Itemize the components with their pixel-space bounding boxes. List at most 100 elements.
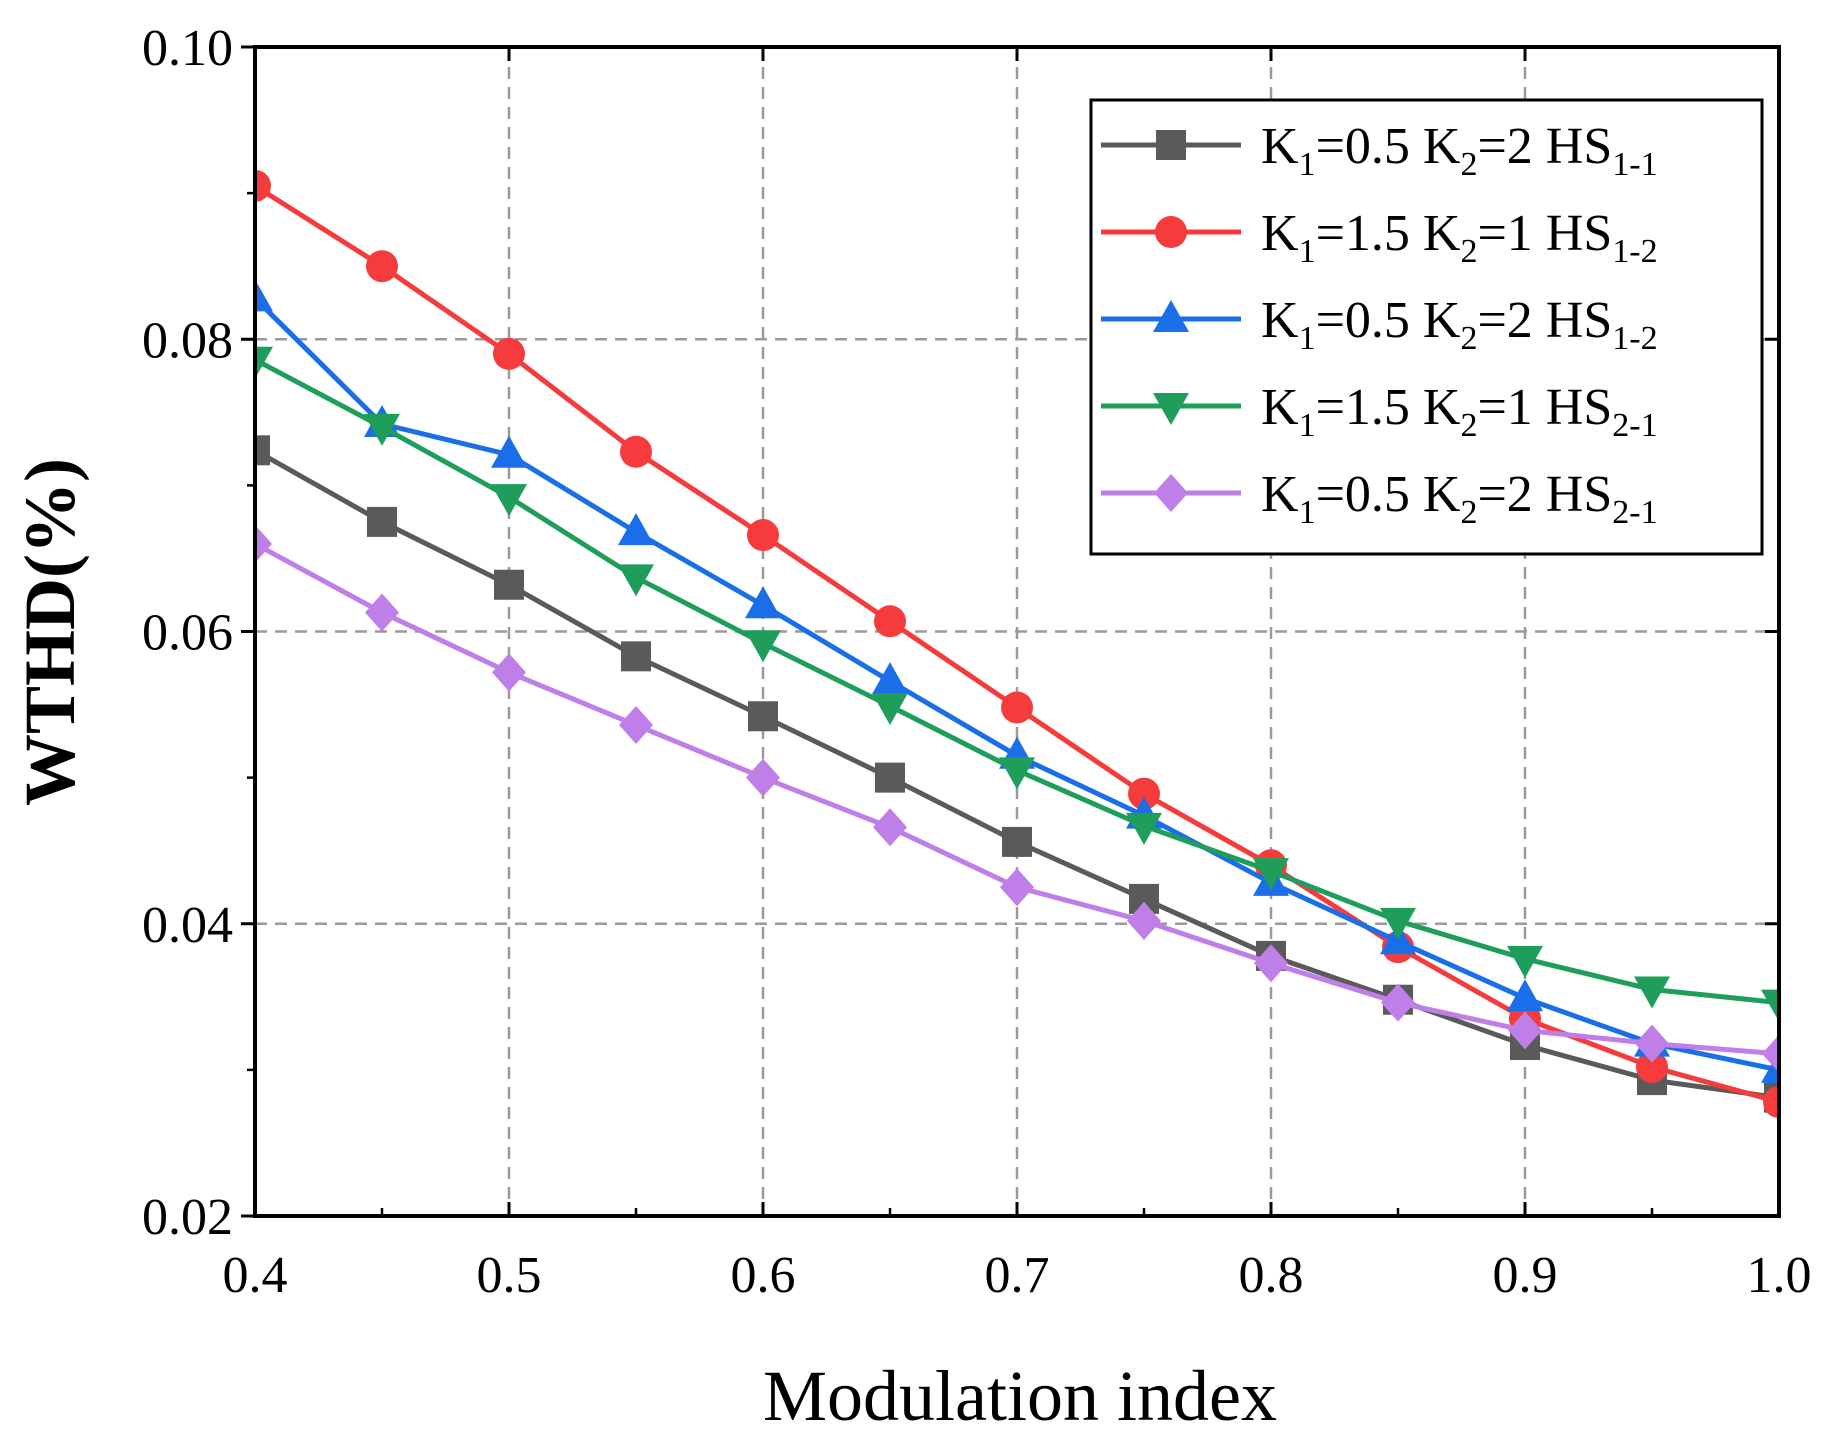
diamond-marker <box>365 593 399 632</box>
legend-subscript: 2-1 <box>1612 494 1657 531</box>
diamond-marker <box>1127 901 1161 940</box>
triangle-up-marker <box>745 586 781 619</box>
triangle-down-marker <box>872 693 908 726</box>
circle-marker <box>1001 691 1033 724</box>
diamond-marker <box>255 524 272 563</box>
square-marker <box>255 435 270 466</box>
triangle-down-marker <box>999 757 1035 790</box>
triangle-down-marker <box>1634 976 1670 1009</box>
circle-marker <box>1155 216 1187 248</box>
legend-subscript: 1-2 <box>1612 233 1657 270</box>
legend-subscript: 1 <box>1299 320 1316 357</box>
square-marker <box>621 641 651 672</box>
legend-subscript: 1 <box>1299 233 1316 270</box>
circle-marker <box>1636 1050 1668 1083</box>
diamond-marker <box>1000 868 1034 907</box>
triangle-down-marker <box>1507 945 1543 978</box>
legend-item-2: K1=1.5 K2=1 HS1-2 <box>1101 205 1658 270</box>
square-marker <box>875 762 905 793</box>
triangle-down-marker <box>255 346 273 379</box>
square-marker <box>1002 826 1032 857</box>
triangle-down-marker <box>364 413 400 446</box>
legend-subscript: 2 <box>1460 233 1477 270</box>
legend-text-part: K <box>1261 118 1299 175</box>
legend-label: K1=0.5 K2=2 HS1-2 <box>1261 292 1658 357</box>
legend-text-part: =1.5 K <box>1316 379 1461 436</box>
triangle-up-marker <box>872 662 908 695</box>
square-marker <box>748 701 778 732</box>
legend-subscript: 2-1 <box>1612 407 1657 444</box>
diamond-marker <box>1154 474 1188 512</box>
x-tick-label: 0.8 <box>1239 1247 1304 1304</box>
y-tick-label: 0.10 <box>142 20 233 77</box>
triangle-up-marker <box>255 279 273 312</box>
circle-marker <box>1763 1086 1779 1119</box>
circle-marker <box>366 250 398 283</box>
x-axis-title: Modulation index <box>763 1356 1277 1436</box>
y-tick-label: 0.06 <box>142 605 233 662</box>
triangle-up-marker <box>1507 979 1543 1012</box>
triangle-down-marker <box>1253 858 1289 891</box>
diamond-marker <box>746 758 780 797</box>
legend: K1=0.5 K2=2 HS1-1K1=1.5 K2=1 HS1-2K1=0.5… <box>1089 98 1764 556</box>
triangle-down-marker <box>1153 393 1189 425</box>
diamond-marker <box>619 706 653 745</box>
triangle-down-marker <box>618 564 654 597</box>
x-tick-label: 0.9 <box>1493 1247 1558 1304</box>
square-marker <box>494 569 524 600</box>
triangle-down-marker <box>745 630 781 663</box>
legend-subscript: 1 <box>1299 407 1316 444</box>
legend-text-part: =2 HS <box>1477 466 1612 523</box>
square-marker <box>1156 130 1186 160</box>
triangle-down-marker <box>1380 907 1416 940</box>
circle-marker <box>255 169 271 202</box>
x-tick-label: 0.6 <box>731 1247 796 1304</box>
circle-marker <box>620 435 652 468</box>
plot-frame <box>253 45 1781 1218</box>
legend-text-part: =1.5 K <box>1316 205 1461 262</box>
legend-box <box>1089 98 1764 556</box>
legend-text-part: =0.5 K <box>1316 118 1461 175</box>
triangle-up-marker <box>1153 300 1189 332</box>
legend-subscript: 1 <box>1299 494 1316 531</box>
circle-marker <box>747 519 779 552</box>
legend-text-part: K <box>1261 292 1299 349</box>
diamond-marker <box>1381 983 1415 1022</box>
legend-text-part: K <box>1261 466 1299 523</box>
legend-text-part: =2 HS <box>1477 292 1612 349</box>
legend-text-part: =1 HS <box>1477 205 1612 262</box>
series-lines <box>255 169 1779 1119</box>
triangle-up-marker <box>491 435 527 468</box>
x-tick-label: 0.7 <box>985 1247 1050 1304</box>
legend-subscript: 2 <box>1460 320 1477 357</box>
triangle-down-marker <box>491 484 527 517</box>
x-tick-label: 1.0 <box>1747 1247 1812 1304</box>
legend-text-part: K <box>1261 205 1299 262</box>
legend-subscript: 1-2 <box>1612 320 1657 357</box>
triangle-up-marker <box>618 513 654 546</box>
triangle-down-marker <box>1761 989 1779 1022</box>
legend-subscript: 1-1 <box>1612 146 1657 183</box>
legend-text-part: =0.5 K <box>1316 292 1461 349</box>
diamond-marker <box>1762 1034 1779 1073</box>
diamond-marker <box>873 808 907 847</box>
legend-item-1: K1=0.5 K2=2 HS1-1 <box>1101 118 1658 183</box>
diamond-marker <box>1508 1011 1542 1050</box>
legend-subscript: 1 <box>1299 146 1316 183</box>
legend-text-part: =2 HS <box>1477 118 1612 175</box>
legend-item-3: K1=0.5 K2=2 HS1-2 <box>1101 292 1658 357</box>
circle-marker <box>1128 777 1160 810</box>
legend-label: K1=0.5 K2=2 HS1-1 <box>1261 118 1658 183</box>
legend-text-part: K <box>1261 379 1299 436</box>
legend-item-5: K1=0.5 K2=2 HS2-1 <box>1101 466 1658 531</box>
x-tick-label: 0.4 <box>223 1247 288 1304</box>
y-tick-label: 0.04 <box>142 897 233 954</box>
series-4 <box>255 346 1779 1022</box>
y-axis-title: WTHD(%) <box>10 458 90 806</box>
y-tick-label: 0.08 <box>142 312 233 369</box>
circle-marker <box>493 337 525 370</box>
circle-marker <box>874 605 906 638</box>
square-marker <box>367 506 397 537</box>
legend-text-part: =1 HS <box>1477 379 1612 436</box>
